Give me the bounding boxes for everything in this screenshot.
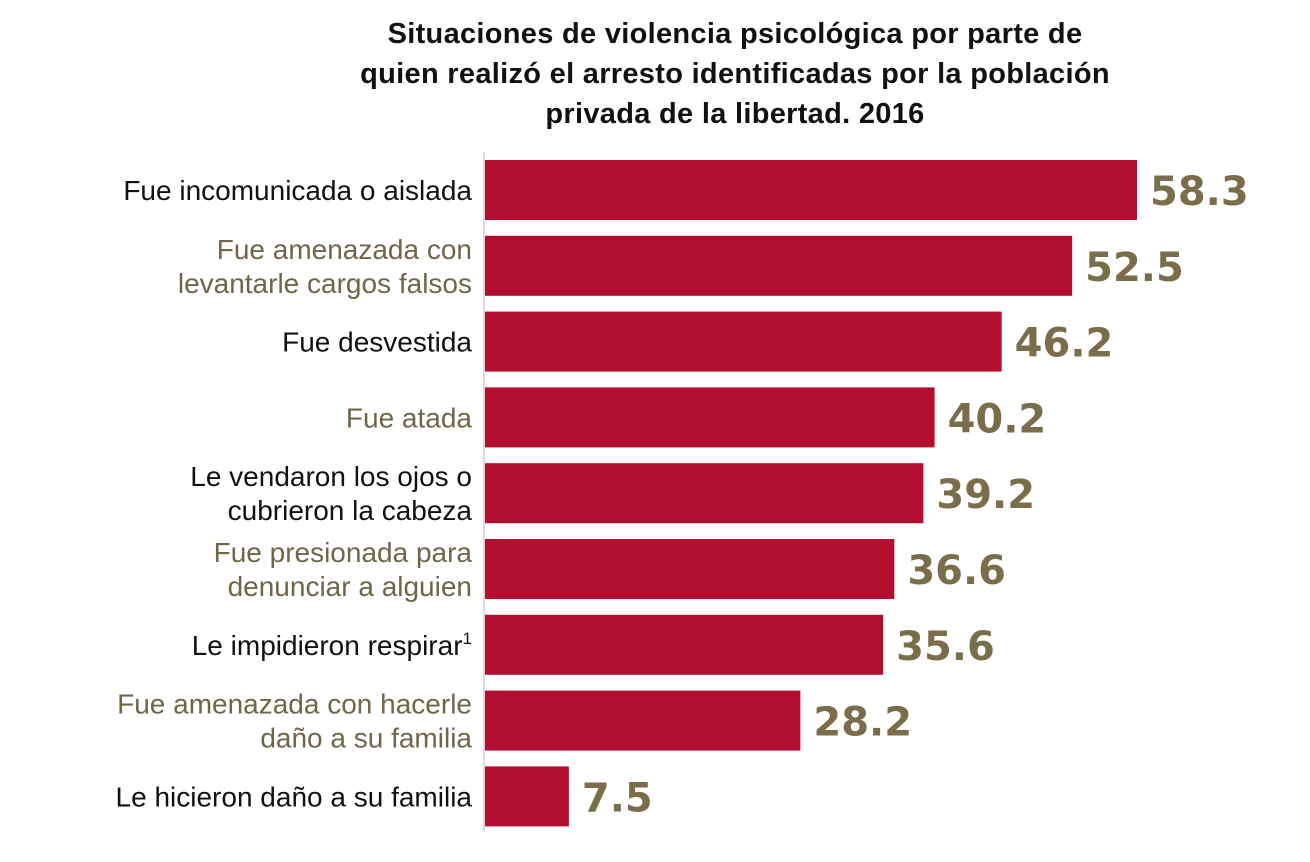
category-label-2: Fue amenazada con levantarle cargos falso… xyxy=(178,234,472,299)
category-label-5-line-1: Le vendaron los ojos o xyxy=(190,461,472,492)
value-label-6: 36.6 xyxy=(907,548,1006,594)
value-label-1: 58.3 xyxy=(1150,169,1249,215)
footnote-marker: 1 xyxy=(463,629,472,648)
bar-1 xyxy=(485,160,1137,220)
chart-title-line-2: quien realizó el arresto identificadas p… xyxy=(360,58,1110,90)
category-label-6-line-1: Fue presionada para xyxy=(214,537,473,568)
category-label-5-line-2: cubrieron la cabeza xyxy=(228,495,473,526)
category-label-7: Le impidieron respirar1 xyxy=(192,629,472,661)
category-label-1: Fue incomunicada o aislada xyxy=(123,175,472,206)
category-label-4-line-1: Fue atada xyxy=(346,402,473,433)
category-label-3: Fue desvestida xyxy=(282,327,472,358)
category-label-6: Fue presionada para denunciar a alguien xyxy=(214,537,473,602)
category-label-3-line-1: Fue desvestida xyxy=(282,327,472,358)
bar-7 xyxy=(485,614,884,675)
category-label-7-line-1: Le impidieron respirar1 xyxy=(192,629,472,661)
category-label-6-line-2: denunciar a alguien xyxy=(228,571,472,602)
category-label-8: Fue amenazada con hacerle daño a su famil… xyxy=(117,689,472,754)
category-label-2-line-1: Fue amenazada con xyxy=(217,234,472,265)
category-label-1-line-1: Fue incomunicada o aislada xyxy=(123,175,472,206)
value-label-4: 40.2 xyxy=(948,396,1047,442)
category-label-8-line-1: Fue amenazada con hacerle xyxy=(117,689,472,720)
category-label-4: Fue atada xyxy=(346,402,473,433)
bar-4 xyxy=(485,387,935,448)
bar-9 xyxy=(485,766,569,827)
category-label-5: Le vendaron los ojos o cubrieron la cabez… xyxy=(190,461,472,526)
value-label-5: 39.2 xyxy=(936,472,1035,518)
value-label-3: 46.2 xyxy=(1015,321,1114,367)
chart-title-line-1: Situaciones de violencia psicológica por… xyxy=(387,18,1083,50)
value-label-2: 52.5 xyxy=(1085,245,1184,291)
value-label-7: 35.6 xyxy=(896,624,995,670)
bar-6 xyxy=(485,539,895,599)
bar-8 xyxy=(485,690,801,751)
category-label-9: Le hicieron daño a su familia xyxy=(116,781,473,812)
bar-3 xyxy=(485,311,1002,372)
chart-title: Situaciones de violencia psicológica por… xyxy=(240,14,1230,134)
value-label-8: 28.2 xyxy=(813,700,912,746)
category-label-8-line-2: daño a su familia xyxy=(260,723,472,754)
category-label-2-line-2: levantarle cargos falsos xyxy=(178,268,472,299)
bar-2 xyxy=(485,235,1073,296)
chart-title-line-3: privada de la libertad. 2016 xyxy=(545,98,925,130)
bar-5 xyxy=(485,463,924,524)
value-label-9: 7.5 xyxy=(582,775,653,821)
category-label-9-line-1: Le hicieron daño a su familia xyxy=(116,781,473,812)
